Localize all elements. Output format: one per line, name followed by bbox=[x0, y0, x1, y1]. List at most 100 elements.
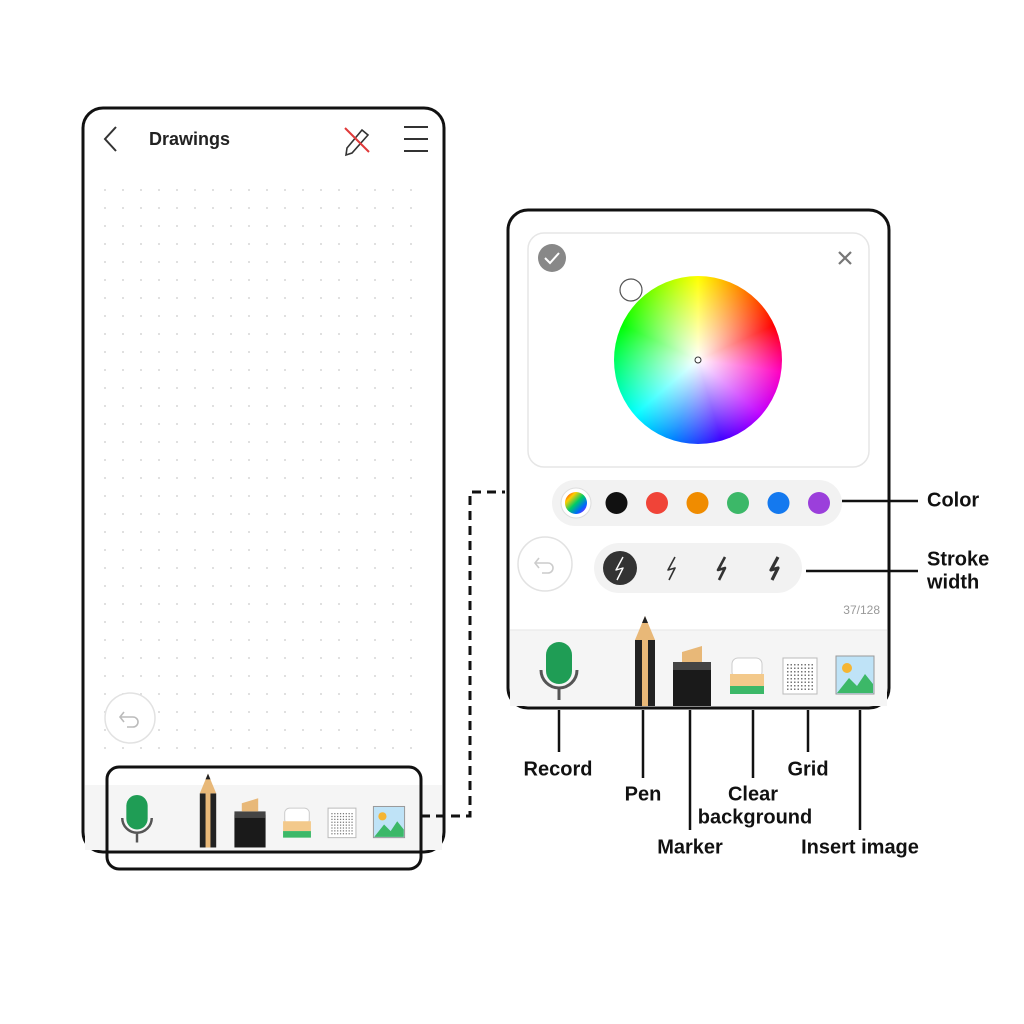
grid-cell bbox=[797, 685, 799, 687]
grid-dot bbox=[302, 513, 304, 515]
grid-dot bbox=[266, 639, 268, 641]
stroke-option[interactable] bbox=[667, 556, 676, 581]
grid-dot bbox=[176, 351, 178, 353]
panel-undo[interactable] bbox=[517, 536, 573, 592]
grid-dot bbox=[158, 495, 160, 497]
grid-cell bbox=[334, 827, 336, 829]
grid-dot bbox=[302, 441, 304, 443]
record-tool[interactable] bbox=[121, 795, 153, 843]
grid-dot bbox=[194, 477, 196, 479]
grid-dot bbox=[302, 189, 304, 191]
grid-dot bbox=[248, 423, 250, 425]
pen-tool[interactable] bbox=[635, 616, 655, 706]
grid-dot bbox=[176, 531, 178, 533]
stroke-selected[interactable] bbox=[603, 551, 637, 585]
stroke-option[interactable] bbox=[769, 556, 780, 581]
pen-toggle[interactable] bbox=[344, 127, 370, 157]
swatch[interactable] bbox=[686, 492, 709, 514]
swatch[interactable] bbox=[565, 492, 587, 514]
menu-button[interactable] bbox=[404, 126, 428, 152]
grid-dot bbox=[140, 639, 142, 641]
close-button[interactable] bbox=[838, 251, 852, 265]
grid-cell bbox=[345, 815, 347, 818]
grid-cell bbox=[351, 818, 353, 821]
grid-dot bbox=[302, 621, 304, 623]
grid-dot bbox=[266, 189, 268, 191]
undo-button[interactable] bbox=[104, 692, 156, 744]
swatch[interactable] bbox=[808, 492, 830, 514]
grid-dot bbox=[194, 405, 196, 407]
grid-dot bbox=[266, 333, 268, 335]
grid-tool[interactable] bbox=[782, 657, 818, 695]
grid-dot bbox=[176, 189, 178, 191]
swatch[interactable] bbox=[767, 492, 790, 514]
grid-cell bbox=[790, 688, 792, 690]
grid-dot bbox=[356, 261, 358, 263]
grid-dot bbox=[320, 513, 322, 515]
grid-dot bbox=[266, 387, 268, 389]
grid-dot bbox=[392, 639, 394, 641]
pen-tool[interactable] bbox=[199, 773, 217, 848]
grid-dot bbox=[320, 441, 322, 443]
grid-cell bbox=[808, 685, 810, 687]
record-tool[interactable] bbox=[539, 642, 579, 700]
insert-image-tool[interactable] bbox=[835, 655, 875, 695]
grid-dot bbox=[158, 657, 160, 659]
grid-dot bbox=[392, 747, 394, 749]
stroke-option[interactable] bbox=[716, 556, 727, 581]
marker-tool[interactable] bbox=[234, 798, 266, 848]
grid-dot bbox=[410, 207, 412, 209]
grid-dot bbox=[392, 621, 394, 623]
grid-dot bbox=[158, 333, 160, 335]
swatch[interactable] bbox=[727, 492, 749, 514]
stroke-bar bbox=[594, 543, 802, 593]
clear-tool[interactable] bbox=[283, 807, 311, 838]
grid-dot bbox=[338, 333, 340, 335]
stroke-options bbox=[615, 556, 780, 581]
grid-dot bbox=[374, 351, 376, 353]
grid-dot bbox=[266, 477, 268, 479]
confirm-button[interactable] bbox=[538, 244, 566, 272]
grid-cell bbox=[331, 813, 333, 815]
swatch[interactable] bbox=[646, 492, 668, 514]
grid-dot bbox=[194, 387, 196, 389]
grid-dot bbox=[194, 261, 196, 263]
grid-tool[interactable] bbox=[327, 807, 357, 839]
insert-image-tool[interactable] bbox=[372, 805, 406, 839]
grid-cell bbox=[787, 685, 789, 687]
grid-dot bbox=[248, 639, 250, 641]
swatch[interactable] bbox=[605, 492, 628, 514]
grid-dot bbox=[284, 549, 286, 551]
grid-cell bbox=[348, 821, 350, 823]
grid-dot bbox=[266, 693, 268, 695]
color-wheel[interactable] bbox=[614, 276, 782, 444]
grid-dot bbox=[374, 747, 376, 749]
grid-dot bbox=[122, 351, 124, 353]
grid-dot bbox=[356, 729, 358, 731]
grid-dot bbox=[158, 747, 160, 749]
grid-dot bbox=[212, 369, 214, 371]
back-button[interactable] bbox=[103, 126, 117, 152]
grid-dot bbox=[212, 603, 214, 605]
grid-dot bbox=[194, 585, 196, 587]
grid-dot bbox=[392, 315, 394, 317]
grid-dot bbox=[230, 477, 232, 479]
grid-dot bbox=[248, 729, 250, 731]
grid-dot bbox=[374, 261, 376, 263]
grid-dot bbox=[104, 549, 106, 551]
marker-tool[interactable] bbox=[673, 646, 711, 706]
grid-dot bbox=[140, 261, 142, 263]
grid-dot bbox=[374, 477, 376, 479]
grid-dot bbox=[230, 513, 232, 515]
grid-dot bbox=[122, 441, 124, 443]
stroke-option[interactable] bbox=[615, 556, 624, 581]
grid-dot bbox=[302, 693, 304, 695]
grid-dot bbox=[392, 423, 394, 425]
clear-tool[interactable] bbox=[730, 657, 764, 694]
eraser-mid bbox=[283, 821, 311, 832]
grid-dot bbox=[140, 315, 142, 317]
grid-dot bbox=[302, 585, 304, 587]
grid-dot bbox=[266, 243, 268, 245]
grid-dot bbox=[284, 243, 286, 245]
grid-cell bbox=[339, 815, 342, 818]
